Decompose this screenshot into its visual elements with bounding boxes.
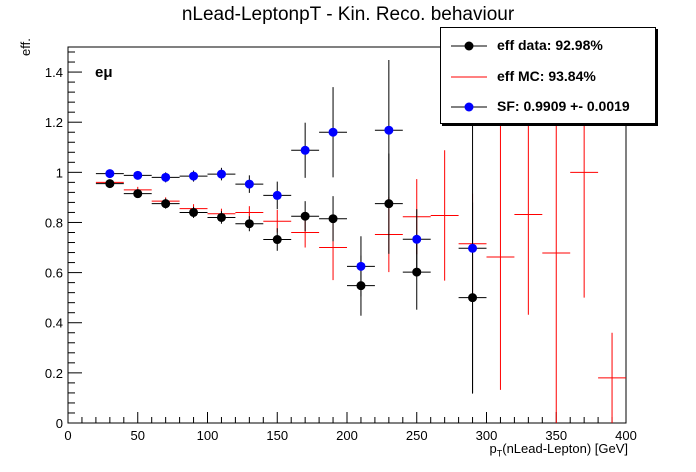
legend-line-mc-icon xyxy=(451,76,487,78)
x-tick-label: 150 xyxy=(266,428,288,443)
y-tick-label: 0.6 xyxy=(45,266,63,281)
x-axis-label: pT(nLead-Lepton) [GeV] xyxy=(490,441,628,459)
eff-data-point xyxy=(300,211,310,221)
x-tick-label: 350 xyxy=(545,428,567,443)
x-tick-label: 400 xyxy=(615,428,637,443)
eff-data-point xyxy=(105,179,115,189)
y-tick-label: 0.2 xyxy=(45,366,63,381)
SF-point xyxy=(189,171,199,181)
y-tick-label: 0 xyxy=(56,416,63,431)
SF-point xyxy=(356,261,366,271)
legend-marker-sf-icon xyxy=(451,102,487,112)
x-axis-label-rest: (nLead-Lepton) [GeV] xyxy=(502,441,628,456)
x-tick-label: 50 xyxy=(131,428,145,443)
SF-point xyxy=(328,127,338,137)
y-tick-label: 0.8 xyxy=(45,215,63,230)
SF-point xyxy=(161,172,171,182)
SF-point xyxy=(412,234,422,244)
SF-point xyxy=(300,145,310,155)
y-axis-label: eff. xyxy=(18,38,33,56)
eff-data-point xyxy=(244,219,254,229)
legend-entry-sf: SF: 0.9909 +- 0.0019 xyxy=(441,93,655,121)
eff-data-point xyxy=(384,199,394,209)
y-tick-label: 1 xyxy=(56,165,63,180)
SF-point xyxy=(468,243,478,253)
legend: eff data: 92.98% eff MC: 93.84% SF: 0.99… xyxy=(440,27,656,124)
channel-annotation: eμ xyxy=(95,64,113,81)
legend-label-sf: SF: 0.9909 +- 0.0019 xyxy=(497,98,630,114)
legend-marker-data-icon xyxy=(451,41,487,51)
SF-point xyxy=(105,169,115,179)
SF-point xyxy=(272,190,282,200)
x-tick-label: 200 xyxy=(336,428,358,443)
legend-entry-data: eff data: 92.98% xyxy=(441,32,655,60)
x-tick-label: 250 xyxy=(406,428,428,443)
eff-data-point xyxy=(328,214,338,224)
SF-point xyxy=(216,169,226,179)
eff-data-point xyxy=(133,189,143,199)
eff-data-point xyxy=(161,199,171,209)
legend-entry-mc: eff MC: 93.84% xyxy=(441,63,655,91)
eff-data-point xyxy=(216,212,226,222)
x-tick-label: 100 xyxy=(197,428,219,443)
x-axis-label-sub: T xyxy=(496,448,503,459)
x-axis-label-main: p xyxy=(489,441,497,456)
y-tick-label: 0.4 xyxy=(45,316,63,331)
eff-data-point xyxy=(189,207,199,217)
chart-title: nLead-LeptonpT - Kin. Reco. behaviour xyxy=(181,4,515,25)
y-tick-label: 1.2 xyxy=(45,115,63,130)
SF-point xyxy=(244,179,254,189)
y-tick-label: 1.4 xyxy=(45,65,63,80)
legend-label-data: eff data: 92.98% xyxy=(497,37,603,53)
eff-data-point xyxy=(272,235,282,245)
x-tick-label: 300 xyxy=(476,428,498,443)
legend-label-mc: eff MC: 93.84% xyxy=(497,68,596,84)
x-tick-label: 0 xyxy=(64,428,71,443)
eff-data-point xyxy=(412,267,422,277)
SF-point xyxy=(384,125,394,135)
SF-point xyxy=(133,170,143,180)
